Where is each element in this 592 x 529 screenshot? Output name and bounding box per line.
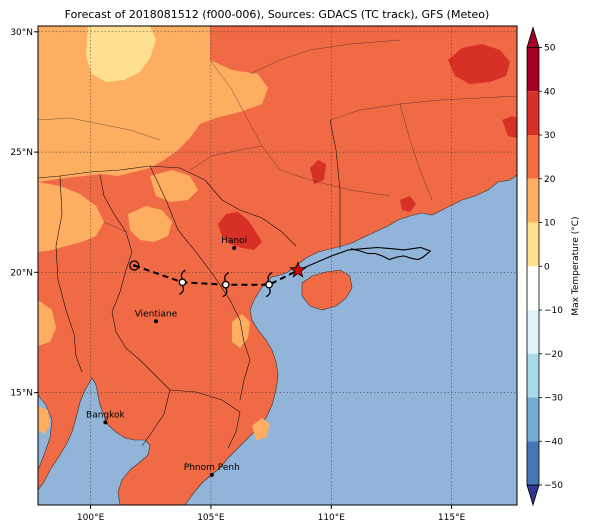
city-dot: [103, 420, 108, 425]
city-markers: Hanoi Vientiane Bangkok Phnom Penh: [86, 236, 247, 477]
country-borders: [38, 119, 341, 449]
cyclone-icon: [221, 272, 230, 298]
lat-tick-label: 15°N: [10, 389, 33, 399]
city-label: Bangkok: [86, 410, 126, 420]
hot-region-south-china: [310, 160, 326, 184]
axis-ticks: [34, 31, 453, 509]
current-position-star-icon: [289, 261, 307, 278]
cool-region-annamite: [232, 314, 250, 348]
colorbar-band: [527, 441, 539, 485]
cool-region-west-coast: [38, 300, 56, 346]
cool-region-dalat: [252, 418, 270, 440]
colorbar-band: [527, 222, 539, 267]
colorbar-band: [527, 135, 539, 179]
hot-region-ne-small: [502, 116, 517, 138]
figure-title: Forecast of 2018081512 (f000-006), Sourc…: [65, 8, 490, 21]
colorbar-tick-label: 0: [544, 262, 550, 272]
cyclone-icon: [265, 272, 273, 298]
colorbar-band: [527, 310, 539, 354]
province-borders: [38, 39, 517, 233]
map-frame: [37, 25, 518, 506]
city-label: Vientiane: [135, 309, 178, 319]
hot-region-red-river: [218, 212, 262, 250]
track-start-dot: [132, 264, 136, 267]
gulf-of-thailand: [38, 377, 151, 505]
past-track-line: [297, 246, 432, 271]
colorbar-band: [527, 266, 539, 310]
cyclone-icon: [178, 269, 187, 295]
gridlines: [38, 26, 517, 505]
colorbar-band: [527, 397, 539, 442]
colorbar-tick-label: 30: [544, 131, 556, 141]
colorbar-tick-label: −50: [544, 481, 563, 491]
colorbar-label: Max Temperature (°C): [571, 216, 581, 315]
colorbar-tick-label: −20: [544, 350, 563, 360]
cool-region-west-hills: [38, 406, 50, 434]
colorbar-tick-label: 40: [544, 87, 556, 97]
colorbar-tick-label: −40: [544, 437, 563, 447]
colorbar-tick-label: 20: [544, 175, 556, 185]
lat-tick-label: 20°N: [10, 268, 33, 278]
lon-tick-label: 105°E: [197, 513, 225, 523]
colorbar-tick-label: −10: [544, 306, 563, 316]
lat-tick-label: 30°N: [10, 28, 33, 38]
map-panel: Hanoi Vientiane Bangkok Phnom Penh: [38, 26, 517, 505]
city-label: Phnom Penh: [184, 463, 240, 473]
colorbar-band: [527, 91, 539, 135]
hot-region-ne: [448, 44, 510, 84]
lon-tick-label: 100°E: [77, 513, 105, 523]
forecast-markers: [129, 260, 307, 298]
cool-region-laos: [128, 206, 172, 242]
colorbar-extend-top: [526, 26, 540, 48]
city-label: Hanoi: [221, 236, 247, 246]
track-start-circle-icon: [129, 260, 140, 271]
colorbar-band: [527, 353, 539, 398]
cool-region-highlands: [38, 182, 104, 252]
city-dot: [232, 246, 237, 251]
colorbar: 50 40 30 20 10 0 −10 −20 −30 −40 −50: [526, 26, 563, 507]
colorbar-tick-label: −30: [544, 394, 563, 404]
city-dot: [209, 472, 214, 477]
lon-tick-label: 115°E: [438, 513, 466, 523]
colorbar-tick-label: 10: [544, 219, 556, 229]
coolest-region: [86, 26, 156, 82]
colorbar-extend-bottom: [526, 484, 540, 507]
cool-region-yunnan: [150, 170, 198, 202]
lon-tick-label: 110°E: [318, 513, 346, 523]
colorbar-band: [527, 47, 539, 92]
lat-tick-label: 25°N: [10, 148, 33, 158]
hainan-island: [301, 269, 353, 311]
city-dot: [153, 319, 158, 324]
colorbar-tick-label: 50: [544, 44, 556, 54]
hot-region-guangdong: [400, 196, 416, 212]
colorbar-band: [527, 178, 539, 223]
